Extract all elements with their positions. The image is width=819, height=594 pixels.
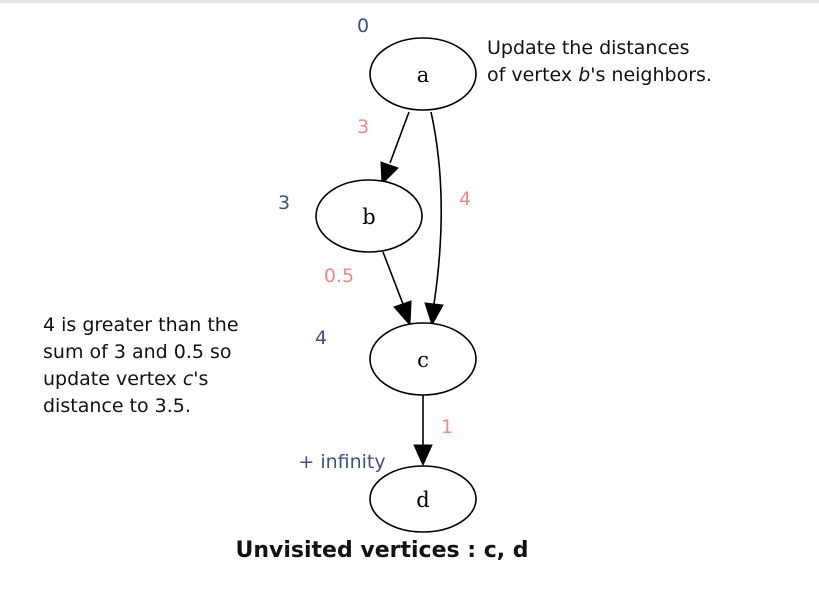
distance-label-b: 3: [278, 192, 290, 214]
step-note-left-line4: distance to 3.5.: [43, 395, 191, 417]
node-c-label: c: [417, 348, 429, 372]
step-note-left-line1: 4 is greater than the: [43, 314, 239, 336]
step-note-top-line2: of vertex b's neighbors.: [487, 62, 712, 89]
unvisited-vertices-caption: Unvisited vertices : c, d: [235, 538, 529, 563]
node-d-label: d: [416, 488, 429, 512]
node-a: a: [369, 37, 477, 111]
step-note-left-line3-prefix: update vertex: [43, 368, 183, 390]
node-d-shape: [369, 465, 477, 533]
step-note-top: Update the distances of vertex b's neigh…: [487, 35, 712, 89]
weight-label-c-d: 1: [441, 416, 453, 438]
distance-label-c: 4: [315, 327, 327, 349]
distance-label-a: 0: [357, 15, 369, 37]
step-note-left-line3-var: c: [182, 368, 194, 390]
edge-b-c: [382, 251, 404, 305]
step-note-left-line3-suffix: 's: [193, 368, 209, 390]
step-note-left: 4 is greater than the sum of 3 and 0.5 s…: [43, 312, 239, 420]
edge-a-b-arrowhead: [380, 161, 399, 186]
node-c-shape: [369, 322, 477, 396]
node-b-label: b: [362, 205, 375, 229]
weight-label-a-b: 3: [357, 116, 369, 138]
edge-c-d-arrowhead: [413, 444, 433, 467]
weight-label-b-c: 0.5: [324, 265, 354, 287]
node-a-label: a: [417, 63, 430, 87]
edge-a-c: [430, 111, 442, 305]
weight-label-a-c: 4: [459, 188, 471, 210]
step-note-top-line2-suffix: 's neighbors.: [590, 64, 712, 86]
step-note-top-line2-var: b: [578, 64, 591, 86]
distance-label-d: + infinity: [298, 451, 385, 473]
step-note-left-line2: sum of 3 and 0.5 so: [43, 341, 232, 363]
node-b-shape: [315, 179, 423, 253]
edge-a-b: [389, 111, 410, 164]
node-c: c: [369, 322, 477, 396]
step-note-top-line1: Update the distances: [487, 37, 690, 59]
node-b: b: [315, 179, 423, 253]
edge-b-c-arrowhead: [393, 300, 412, 327]
step-note-top-line2-prefix: of vertex: [487, 64, 579, 86]
node-d: d: [369, 465, 477, 533]
node-a-shape: [369, 37, 477, 111]
top-divider: [0, 0, 819, 3]
edge-a-c-arrowhead: [424, 302, 444, 327]
step-note-left-line3: update vertex c's: [43, 366, 239, 393]
